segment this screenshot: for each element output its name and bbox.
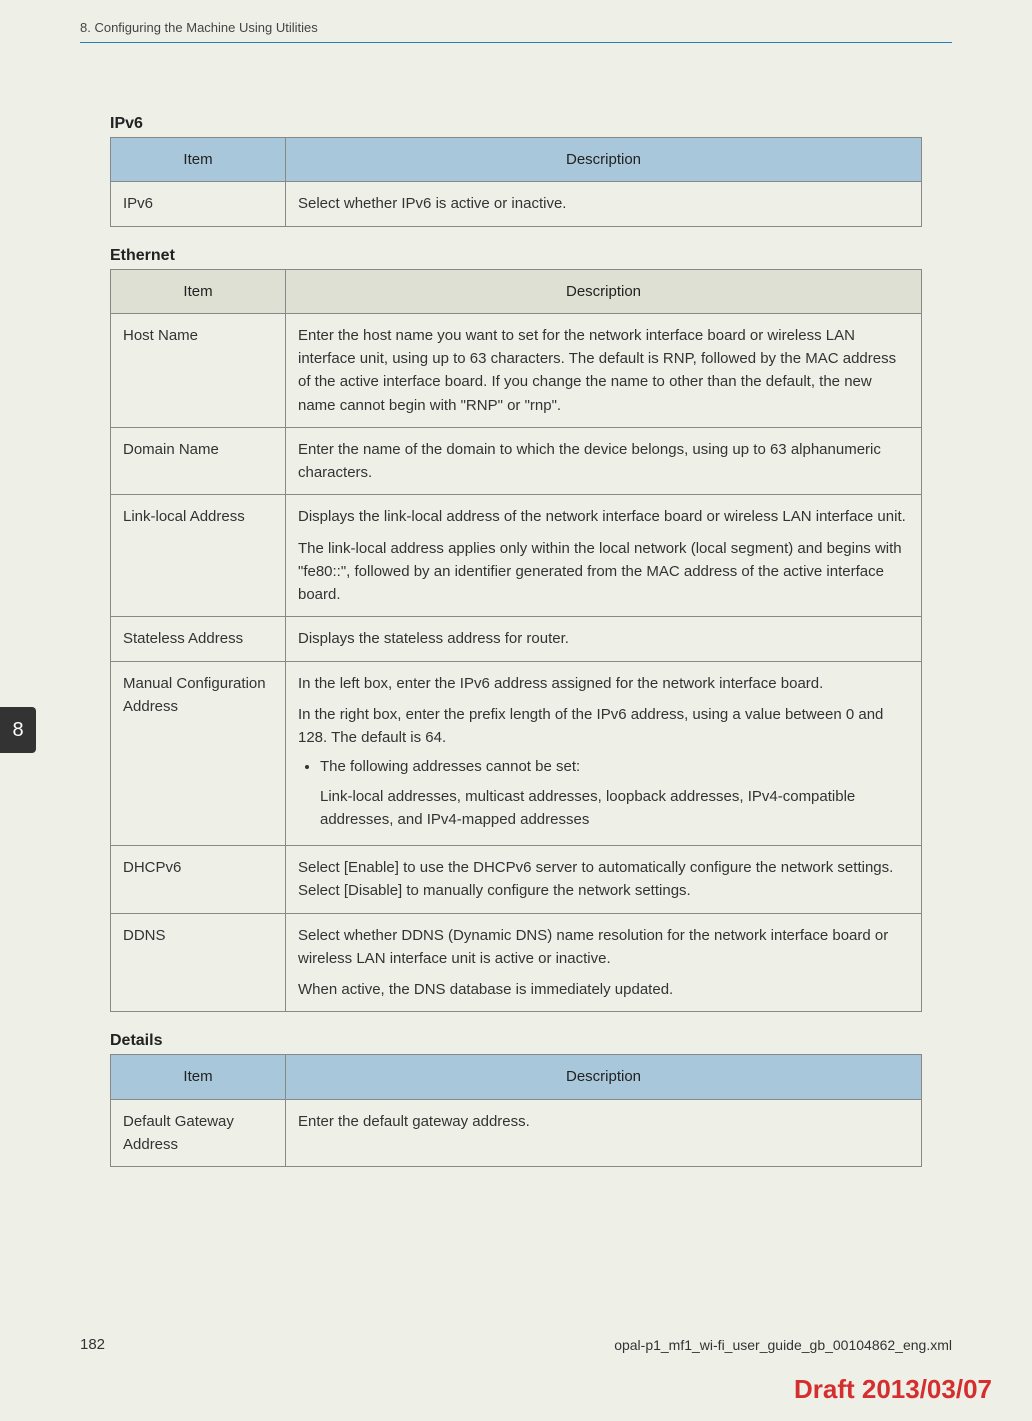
header-rule (80, 42, 952, 43)
para: Select whether DDNS (Dynamic DNS) name r… (298, 924, 909, 971)
table-ipv6: Item Description IPv6 Select whether IPv… (110, 137, 922, 227)
table-ethernet: Item Description Host Name Enter the hos… (110, 269, 922, 1013)
cell-desc: Select whether IPv6 is active or inactiv… (286, 182, 922, 226)
section-title-details: Details (110, 1032, 922, 1050)
table-row: DDNS Select whether DDNS (Dynamic DNS) n… (111, 913, 922, 1012)
table-row: Host Name Enter the host name you want t… (111, 313, 922, 427)
cell-desc: Displays the link-local address of the n… (286, 495, 922, 617)
cell-item: Default Gateway Address (111, 1099, 286, 1167)
cell-item: IPv6 (111, 182, 286, 226)
cell-desc: Displays the stateless address for route… (286, 617, 922, 661)
th-desc: Description (286, 138, 922, 182)
th-item: Item (111, 1055, 286, 1099)
section-title-ipv6: IPv6 (110, 115, 922, 133)
source-filename: opal-p1_mf1_wi-fi_user_guide_gb_00104862… (614, 1337, 952, 1353)
table-row: IPv6 Select whether IPv6 is active or in… (111, 182, 922, 226)
table-row: Default Gateway Address Enter the defaul… (111, 1099, 922, 1167)
th-item: Item (111, 138, 286, 182)
cell-item: DHCPv6 (111, 846, 286, 914)
table-row: DHCPv6 Select [Enable] to use the DHCPv6… (111, 846, 922, 914)
chapter-header: 8. Configuring the Machine Using Utiliti… (80, 20, 318, 35)
cell-item: Host Name (111, 313, 286, 427)
para: When active, the DNS database is immedia… (298, 978, 909, 1001)
list-item: The following addresses cannot be set: L… (320, 755, 909, 831)
cell-item: Domain Name (111, 427, 286, 495)
chapter-side-tab: 8 (0, 707, 36, 753)
cell-desc: Select whether DDNS (Dynamic DNS) name r… (286, 913, 922, 1012)
para: In the left box, enter the IPv6 address … (298, 672, 909, 695)
para: In the right box, enter the prefix lengt… (298, 703, 909, 750)
cell-desc: Enter the default gateway address. (286, 1099, 922, 1167)
bullet-text: The following addresses cannot be set: (320, 758, 580, 775)
bullet-sub: Link-local addresses, multicast addresse… (320, 785, 909, 832)
page-content: IPv6 Item Description IPv6 Select whethe… (110, 95, 922, 1167)
cell-desc: Enter the name of the domain to which th… (286, 427, 922, 495)
page-number: 182 (80, 1336, 105, 1353)
table-details: Item Description Default Gateway Address… (110, 1054, 922, 1167)
table-row: Link-local Address Displays the link-loc… (111, 495, 922, 617)
section-title-ethernet: Ethernet (110, 247, 922, 265)
th-desc: Description (286, 269, 922, 313)
para: The link-local address applies only with… (298, 537, 909, 607)
table-row: Stateless Address Displays the stateless… (111, 617, 922, 661)
th-item: Item (111, 269, 286, 313)
table-row: Domain Name Enter the name of the domain… (111, 427, 922, 495)
cell-desc: Select [Enable] to use the DHCPv6 server… (286, 846, 922, 914)
draft-stamp: Draft 2013/03/07 (794, 1374, 992, 1405)
cell-desc: Enter the host name you want to set for … (286, 313, 922, 427)
table-row: Manual Configuration Address In the left… (111, 661, 922, 846)
cell-item: Stateless Address (111, 617, 286, 661)
cell-desc: In the left box, enter the IPv6 address … (286, 661, 922, 846)
th-desc: Description (286, 1055, 922, 1099)
para: Displays the link-local address of the n… (298, 505, 909, 528)
cell-item: Link-local Address (111, 495, 286, 617)
cell-item: Manual Configuration Address (111, 661, 286, 846)
cell-item: DDNS (111, 913, 286, 1012)
